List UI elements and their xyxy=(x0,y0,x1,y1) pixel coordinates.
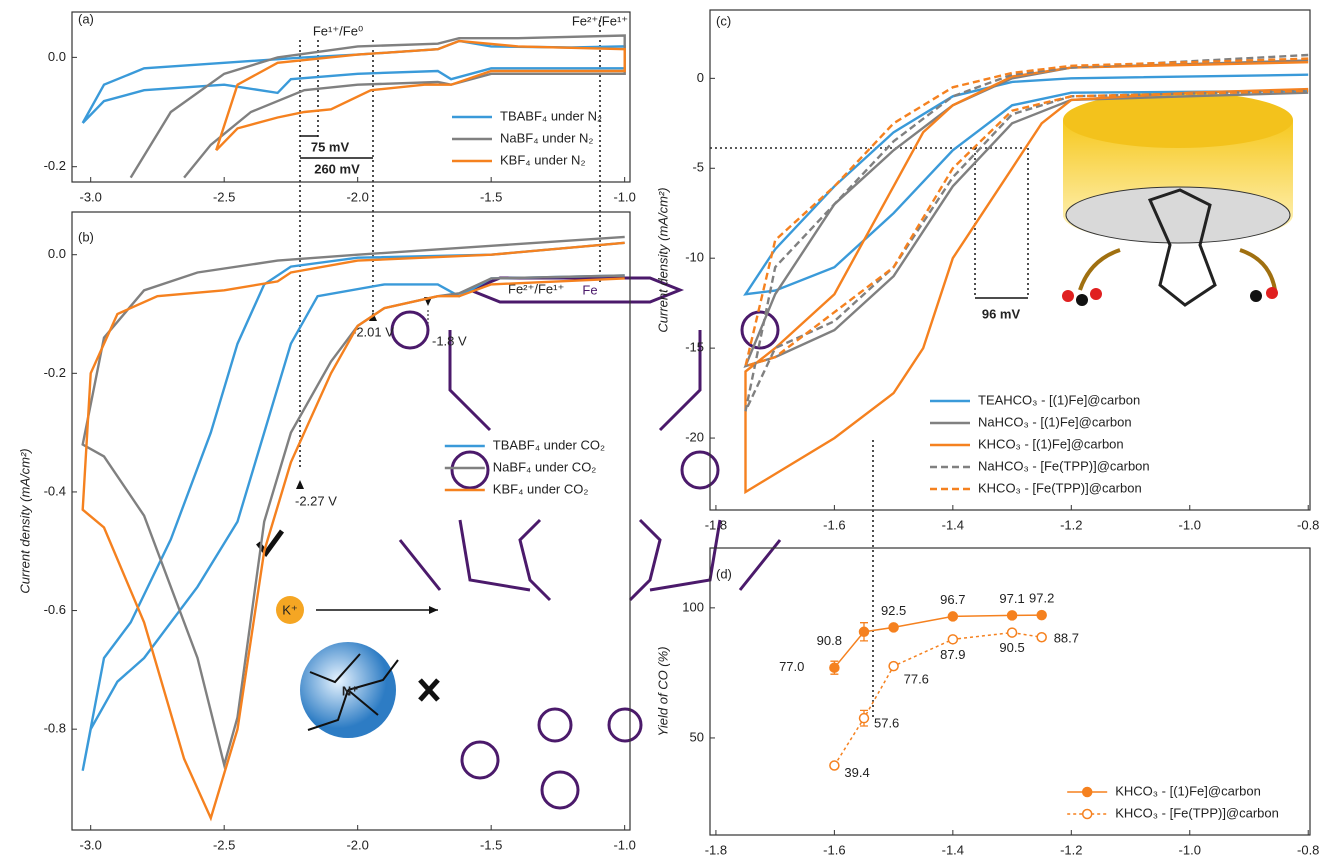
x-tick-label: -1.8 xyxy=(705,517,727,532)
y-tick-label: -0.2 xyxy=(44,365,66,380)
annotation: -1.8 V xyxy=(432,333,467,348)
legend-label: KHCO₃ - [(1)Fe]@carbon xyxy=(978,436,1124,451)
y-tick-label: -0.4 xyxy=(44,483,66,498)
y-tick-label: 100 xyxy=(682,599,704,614)
value-label: 90.5 xyxy=(999,640,1024,655)
x-tick-label: -2.0 xyxy=(346,189,368,204)
y-tick-label: -0.2 xyxy=(44,158,66,173)
annotation: -2.27 V xyxy=(295,493,337,508)
y-axis-label: Current density (mA/cm²) xyxy=(17,448,32,593)
legend-label: TBABF₄ under CO₂ xyxy=(493,437,605,452)
value-label: 90.8 xyxy=(817,633,842,648)
x-tick-label: -1.2 xyxy=(1060,842,1082,857)
legend-label: KHCO₃ - [Fe(TPP)]@carbon xyxy=(978,480,1142,495)
value-label: 96.7 xyxy=(940,592,965,607)
legend-label: KHCO₃ - [Fe(TPP)]@carbon xyxy=(1115,805,1279,820)
legend-label: NaBF₄ under CO₂ xyxy=(493,459,597,474)
point xyxy=(948,612,957,621)
legend-label: NaHCO₃ - [Fe(TPP)]@carbon xyxy=(978,458,1150,473)
point xyxy=(830,663,839,672)
point xyxy=(859,627,868,636)
panel-label: (b) xyxy=(78,229,94,244)
legend-label: NaHCO₃ - [(1)Fe]@carbon xyxy=(978,414,1132,429)
point xyxy=(1037,633,1046,642)
point xyxy=(889,662,898,671)
y-tick-label: 50 xyxy=(690,729,704,744)
x-tick-label: -1.0 xyxy=(1179,517,1201,532)
plot-frame xyxy=(710,10,1310,510)
value-label: 39.4 xyxy=(844,765,869,780)
annotation: Fe¹⁺/Fe⁰ xyxy=(313,23,363,38)
y-tick-label: 0 xyxy=(697,70,704,85)
y-axis-label: Current density (mA/cm²) xyxy=(655,187,670,332)
value-label: 77.0 xyxy=(779,659,804,674)
panel-label: (d) xyxy=(716,566,732,581)
value-label: 97.2 xyxy=(1029,591,1054,606)
annotation: Fe²⁺/Fe¹⁺ xyxy=(572,13,628,28)
annotation: N⁺ xyxy=(342,683,358,698)
value-label: 87.9 xyxy=(940,647,965,662)
panel-label: (a) xyxy=(78,11,94,26)
legend-label: TBABF₄ under N₂ xyxy=(500,108,602,123)
panel-label: (c) xyxy=(716,13,731,28)
x-tick-label: -2.5 xyxy=(213,189,235,204)
x-tick-label: -1.2 xyxy=(1060,517,1082,532)
x-tick-label: -0.8 xyxy=(1297,842,1319,857)
legend-label: KBF₄ under N₂ xyxy=(500,152,586,167)
legend-label: KBF₄ under CO₂ xyxy=(493,481,589,496)
guide-lines xyxy=(296,20,1028,720)
point xyxy=(1008,628,1017,637)
illustration-electrode xyxy=(1062,92,1293,306)
y-axis-label: Yield of CO (%) xyxy=(655,646,670,736)
point xyxy=(889,623,898,632)
x-tick-label: -1.0 xyxy=(1179,842,1201,857)
point xyxy=(830,761,839,770)
figure: (a) Fe¹⁺/Fe⁰ Fe²⁺/Fe¹⁺ 75 mV 260 mV (b) … xyxy=(0,0,1322,858)
value-label: 97.1 xyxy=(999,591,1024,606)
x-tick-label: -1.5 xyxy=(480,837,502,852)
annotation: Fe xyxy=(582,282,597,297)
x-tick-label: -0.8 xyxy=(1297,517,1319,532)
x-tick-label: -1.8 xyxy=(705,842,727,857)
legend-label: NaBF₄ under N₂ xyxy=(500,130,593,145)
y-tick-label: -0.6 xyxy=(44,602,66,617)
x-tick-label: -2.5 xyxy=(213,837,235,852)
x-tick-label: -3.0 xyxy=(79,189,101,204)
y-tick-label: -15 xyxy=(685,340,704,355)
value-label: 92.5 xyxy=(881,603,906,618)
value-label: 77.6 xyxy=(904,672,929,687)
value-label: 88.7 xyxy=(1054,631,1079,646)
x-tick-label: -1.0 xyxy=(613,189,635,204)
x-tick-label: -2.0 xyxy=(346,837,368,852)
point xyxy=(948,635,957,644)
legend-marker xyxy=(1083,810,1092,819)
y-tick-label: 0.0 xyxy=(48,49,66,64)
annotation: K⁺ xyxy=(282,602,298,617)
x-tick-label: -1.0 xyxy=(613,837,635,852)
legend-label: KHCO₃ - [(1)Fe]@carbon xyxy=(1115,783,1261,798)
y-tick-label: -0.8 xyxy=(44,721,66,736)
y-tick-label: -10 xyxy=(685,250,704,265)
y-tick-label: -5 xyxy=(692,160,704,175)
point xyxy=(859,714,868,723)
x-tick-label: -1.6 xyxy=(823,842,845,857)
x-tick-label: -1.5 xyxy=(480,189,502,204)
y-tick-label: -20 xyxy=(685,429,704,444)
annotation: 96 mV xyxy=(982,306,1021,321)
legend-label: TEAHCO₃ - [(1)Fe]@carbon xyxy=(978,392,1140,407)
legend-marker xyxy=(1083,788,1092,797)
x-tick-label: -1.4 xyxy=(942,842,964,857)
x-tick-label: -3.0 xyxy=(79,837,101,852)
value-label: 57.6 xyxy=(874,716,899,731)
point xyxy=(1037,611,1046,620)
annotation: 75 mV xyxy=(311,139,350,154)
x-tick-label: -1.6 xyxy=(823,517,845,532)
y-tick-label: 0.0 xyxy=(48,246,66,261)
x-tick-label: -1.4 xyxy=(942,517,964,532)
point xyxy=(1008,611,1017,620)
annotation: 260 mV xyxy=(314,161,360,176)
